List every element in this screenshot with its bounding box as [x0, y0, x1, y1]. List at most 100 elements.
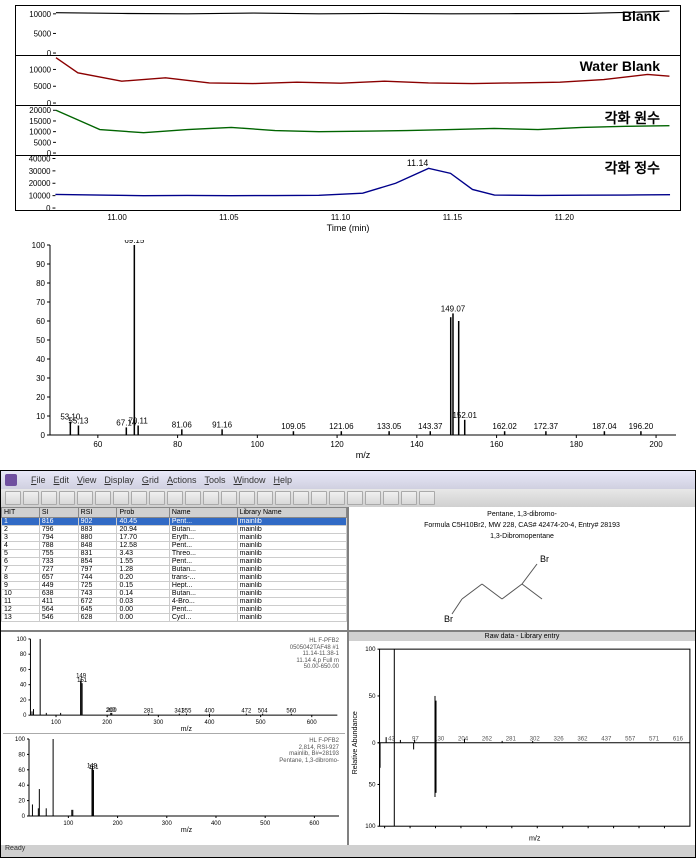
table-cell: 854 — [78, 558, 117, 566]
column-header[interactable]: RSI — [78, 508, 117, 518]
svg-text:40000: 40000 — [29, 156, 51, 163]
svg-text:121.06: 121.06 — [329, 422, 354, 431]
table-row[interactable]: 114116720.034-Bro...mainlib — [2, 598, 347, 606]
table-cell: 0.00 — [117, 614, 169, 622]
toolbar-button[interactable] — [329, 491, 345, 505]
toolbar-button[interactable] — [95, 491, 111, 505]
column-header[interactable]: Name — [169, 508, 237, 518]
table-cell: 6 — [2, 558, 40, 566]
table-row[interactable]: 181690240.45Pent...mainlib — [2, 518, 347, 526]
menu-grid[interactable]: Grid — [142, 475, 159, 485]
table-row[interactable]: 57558313.43Threo...mainlib — [2, 550, 347, 558]
results-table[interactable]: HITSIRSIProbNameLibrary Name181690240.45… — [1, 507, 347, 622]
table-cell: 628 — [78, 614, 117, 622]
table-cell: 0.00 — [117, 606, 169, 614]
svg-text:81.06: 81.06 — [172, 420, 193, 429]
svg-text:616: 616 — [673, 736, 684, 743]
table-cell: 1.28 — [117, 566, 169, 574]
chromatogram-panel: 0500010000Water Blank — [15, 55, 681, 105]
table-cell: 733 — [39, 558, 78, 566]
toolbar-button[interactable] — [167, 491, 183, 505]
column-header[interactable]: Prob — [117, 508, 169, 518]
column-header[interactable]: Library Name — [237, 508, 346, 518]
toolbar-button[interactable] — [77, 491, 93, 505]
table-row[interactable]: 279688320.94Butan...mainlib — [2, 526, 347, 534]
column-header[interactable]: SI — [39, 508, 78, 518]
svg-text:100: 100 — [17, 637, 28, 643]
menu-edit[interactable]: Edit — [54, 475, 70, 485]
svg-text:100: 100 — [251, 440, 265, 449]
spectrum-annotation: HL F-PFB20505042TAF48 #111.14-11.38-111.… — [290, 638, 339, 671]
svg-text:m/z: m/z — [356, 450, 371, 460]
table-row[interactable]: 77277971.28Butan...mainlib — [2, 566, 347, 574]
menu-help[interactable]: Help — [274, 475, 293, 485]
menu-view[interactable]: View — [77, 475, 96, 485]
table-cell: 883 — [78, 526, 117, 534]
svg-text:160: 160 — [490, 440, 504, 449]
toolbar — [1, 489, 695, 507]
svg-text:571: 571 — [649, 736, 660, 743]
table-cell: 831 — [78, 550, 117, 558]
table-row[interactable]: 106387430.14Butan...mainlib — [2, 590, 347, 598]
table-cell: Pent... — [169, 542, 237, 550]
menu-window[interactable]: Window — [234, 475, 266, 485]
svg-text:60: 60 — [36, 317, 45, 326]
table-cell: 0.20 — [117, 574, 169, 582]
toolbar-button[interactable] — [59, 491, 75, 505]
toolbar-button[interactable] — [257, 491, 273, 505]
table-row[interactable]: 478884812.58Pent...mainlib — [2, 542, 347, 550]
toolbar-button[interactable] — [383, 491, 399, 505]
toolbar-button[interactable] — [203, 491, 219, 505]
table-cell: 788 — [39, 542, 78, 550]
svg-text:50: 50 — [36, 336, 45, 345]
toolbar-button[interactable] — [401, 491, 417, 505]
table-cell: 672 — [78, 598, 117, 606]
svg-text:326: 326 — [554, 736, 565, 743]
toolbar-button[interactable] — [239, 491, 255, 505]
table-cell: 3.43 — [117, 550, 169, 558]
toolbar-button[interactable] — [347, 491, 363, 505]
toolbar-button[interactable] — [185, 491, 201, 505]
table-row[interactable]: 125646450.00Pent...mainlib — [2, 606, 347, 614]
table-row[interactable]: 135466280.00Cycl...mainlib — [2, 614, 347, 622]
menu-display[interactable]: Display — [104, 475, 134, 485]
toolbar-button[interactable] — [131, 491, 147, 505]
compound-title: Pentane, 1,3-dibromo- — [353, 511, 691, 518]
svg-text:0: 0 — [23, 713, 27, 719]
table-row[interactable]: 94497250.15Hept...mainlib — [2, 582, 347, 590]
toolbar-button[interactable] — [149, 491, 165, 505]
table-cell: 638 — [39, 590, 78, 598]
toolbar-button[interactable] — [221, 491, 237, 505]
table-row[interactable]: 379488017.70Eryth...mainlib — [2, 534, 347, 542]
chromatogram-label: 각화 정수 — [605, 158, 660, 178]
toolbar-button[interactable] — [311, 491, 327, 505]
svg-text:109.05: 109.05 — [281, 422, 306, 431]
toolbar-button[interactable] — [293, 491, 309, 505]
chromatogram-panel: 0500010000Blank — [15, 5, 681, 55]
svg-text:400: 400 — [211, 821, 222, 827]
menu-actions[interactable]: Actions — [167, 475, 197, 485]
svg-text:80: 80 — [36, 279, 45, 288]
toolbar-button[interactable] — [41, 491, 57, 505]
table-row[interactable]: 67338541.55Pent...mainlib — [2, 558, 347, 566]
svg-text:70: 70 — [36, 298, 45, 307]
column-header[interactable]: HIT — [2, 508, 40, 518]
menu-tools[interactable]: Tools — [204, 475, 225, 485]
svg-text:262: 262 — [482, 736, 493, 743]
svg-text:204: 204 — [458, 736, 469, 743]
table-cell: Butan... — [169, 526, 237, 534]
toolbar-button[interactable] — [113, 491, 129, 505]
menu-file[interactable]: File — [31, 475, 46, 485]
svg-text:55.13: 55.13 — [68, 417, 89, 426]
toolbar-button[interactable] — [275, 491, 291, 505]
toolbar-button[interactable] — [5, 491, 21, 505]
toolbar-button[interactable] — [23, 491, 39, 505]
chromatogram-label: Water Blank — [580, 58, 660, 74]
table-row[interactable]: 86577440.20trans-...mainlib — [2, 574, 347, 582]
toolbar-button[interactable] — [419, 491, 435, 505]
svg-text:140: 140 — [410, 440, 424, 449]
table-cell: 743 — [78, 590, 117, 598]
toolbar-button[interactable] — [365, 491, 381, 505]
svg-text:187.04: 187.04 — [592, 422, 617, 431]
table-cell: mainlib — [237, 598, 346, 606]
